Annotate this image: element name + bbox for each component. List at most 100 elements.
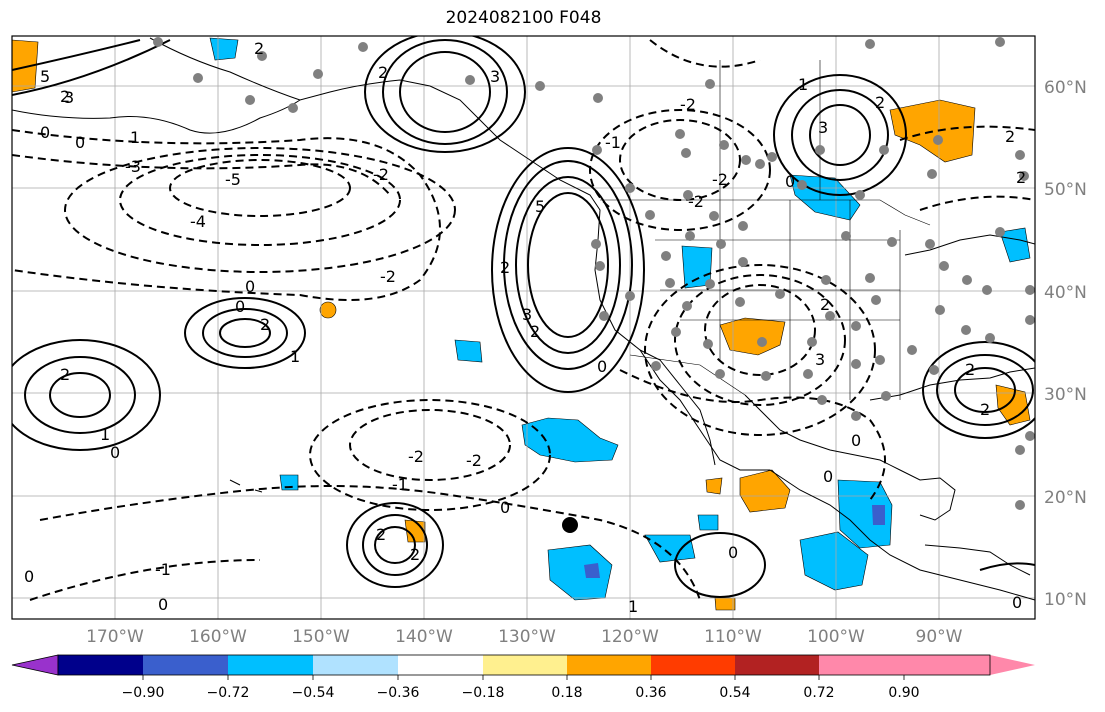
map-frame <box>11 35 1036 620</box>
svg-text:2: 2 <box>60 365 70 384</box>
shaded-fields <box>12 37 1031 611</box>
svg-text:-1: -1 <box>155 560 171 579</box>
longitude-labels: 170°W 160°W 150°W 140°W 130°W 120°W 110°… <box>86 627 963 647</box>
svg-text:0: 0 <box>245 277 255 296</box>
colorbar-tick-label: −0.54 <box>292 685 335 701</box>
svg-text:2: 2 <box>875 93 885 112</box>
contours-negative <box>12 39 1035 601</box>
svg-text:0: 0 <box>158 595 168 614</box>
contours-positive <box>12 36 1035 598</box>
colorbar-tick-label: 0.54 <box>719 685 750 701</box>
svg-text:-1: -1 <box>605 133 621 152</box>
station-markers <box>153 37 1035 510</box>
svg-text:3: 3 <box>490 67 500 86</box>
svg-text:1: 1 <box>798 75 808 94</box>
svg-text:0: 0 <box>728 543 738 562</box>
colorbar-segment <box>398 655 483 675</box>
svg-text:1: 1 <box>290 347 300 366</box>
svg-text:0: 0 <box>110 443 120 462</box>
svg-text:-1: -1 <box>392 475 408 494</box>
colorbar-tick-label: 0.18 <box>551 685 582 701</box>
colorbar-tick-label: −0.18 <box>462 685 505 701</box>
svg-text:-5: -5 <box>225 170 241 189</box>
svg-text:0: 0 <box>823 467 833 486</box>
svg-text:2: 2 <box>410 545 420 564</box>
svg-text:5: 5 <box>535 197 545 216</box>
svg-text:2: 2 <box>376 525 386 544</box>
svg-text:140°W: 140°W <box>395 627 453 647</box>
svg-text:50°N: 50°N <box>1044 180 1087 200</box>
svg-text:2: 2 <box>254 39 264 58</box>
svg-text:2: 2 <box>820 295 830 314</box>
colorbar-segment <box>483 655 567 675</box>
svg-text:130°W: 130°W <box>498 627 556 647</box>
svg-text:1: 1 <box>130 128 140 147</box>
colorbar-ticks <box>142 675 905 680</box>
colorbar-tick-label: 0.72 <box>803 685 834 701</box>
colorbar-tick-label: −0.36 <box>377 685 420 701</box>
colorbar-segment <box>58 655 143 675</box>
colorbar-segment <box>313 655 398 675</box>
svg-text:170°W: 170°W <box>86 627 144 647</box>
svg-text:0: 0 <box>1012 593 1022 612</box>
svg-text:100°W: 100°W <box>807 627 865 647</box>
colorbar-segment <box>819 655 904 675</box>
colorbar-extend-high <box>904 655 1035 675</box>
svg-text:2: 2 <box>60 87 70 106</box>
colorbar-segment <box>567 655 651 675</box>
colorbar-tick-label: −0.90 <box>122 685 165 701</box>
svg-text:0: 0 <box>75 133 85 152</box>
colorbar-tick-label: −0.72 <box>207 685 250 701</box>
svg-text:90°W: 90°W <box>916 627 963 647</box>
colorbar-tick-label: 0.90 <box>888 685 919 701</box>
colorbar-segment <box>143 655 228 675</box>
svg-text:2: 2 <box>500 258 510 277</box>
svg-text:150°W: 150°W <box>292 627 350 647</box>
svg-text:-3: -3 <box>125 157 141 176</box>
svg-text:0: 0 <box>785 172 795 191</box>
colorbar-segment <box>228 655 313 675</box>
svg-text:5: 5 <box>40 67 50 86</box>
svg-text:60°N: 60°N <box>1044 78 1087 98</box>
svg-text:2: 2 <box>965 360 975 379</box>
svg-text:0: 0 <box>500 498 510 517</box>
coastlines <box>12 37 1035 601</box>
svg-text:3: 3 <box>522 305 532 324</box>
svg-text:0: 0 <box>235 297 245 316</box>
svg-text:-2: -2 <box>680 95 696 114</box>
graticule <box>12 36 1035 619</box>
svg-text:2: 2 <box>260 315 270 334</box>
map-panel: 2 2 5 3 0 0 1 -3 -5 -4 -2 -2 0 0 2 1 2 1… <box>12 36 1035 619</box>
svg-text:0: 0 <box>597 357 607 376</box>
svg-text:-2: -2 <box>712 170 728 189</box>
svg-text:2: 2 <box>1016 168 1026 187</box>
svg-text:160°W: 160°W <box>189 627 247 647</box>
colorbar: −0.90 −0.72 −0.54 −0.36 −0.18 0.18 0.36 … <box>11 654 1035 701</box>
svg-text:0: 0 <box>40 123 50 142</box>
svg-text:3: 3 <box>818 118 828 137</box>
colorbar-segment <box>735 655 819 675</box>
svg-text:2: 2 <box>980 400 990 419</box>
svg-text:0: 0 <box>851 431 861 450</box>
svg-text:0: 0 <box>24 567 34 586</box>
svg-text:-2: -2 <box>380 267 396 286</box>
svg-text:2: 2 <box>378 63 388 82</box>
svg-text:20°N: 20°N <box>1044 488 1087 508</box>
svg-text:-2: -2 <box>466 451 482 470</box>
svg-text:-2: -2 <box>373 165 389 184</box>
svg-text:40°N: 40°N <box>1044 283 1087 303</box>
colorbar-segment <box>651 655 735 675</box>
svg-text:1: 1 <box>628 597 638 616</box>
svg-text:2: 2 <box>1005 127 1015 146</box>
svg-text:3: 3 <box>64 88 74 107</box>
colorbar-frame <box>57 654 991 676</box>
center-marker <box>562 517 578 533</box>
svg-text:-2: -2 <box>688 192 704 211</box>
svg-text:10°N: 10°N <box>1044 590 1087 610</box>
svg-text:120°W: 120°W <box>601 627 659 647</box>
svg-text:1: 1 <box>100 425 110 444</box>
contour-labels: 2 2 5 3 0 0 1 -3 -5 -4 -2 -2 0 0 2 1 2 1… <box>24 39 1026 616</box>
svg-text:30°N: 30°N <box>1044 385 1087 405</box>
svg-text:2: 2 <box>530 322 540 341</box>
